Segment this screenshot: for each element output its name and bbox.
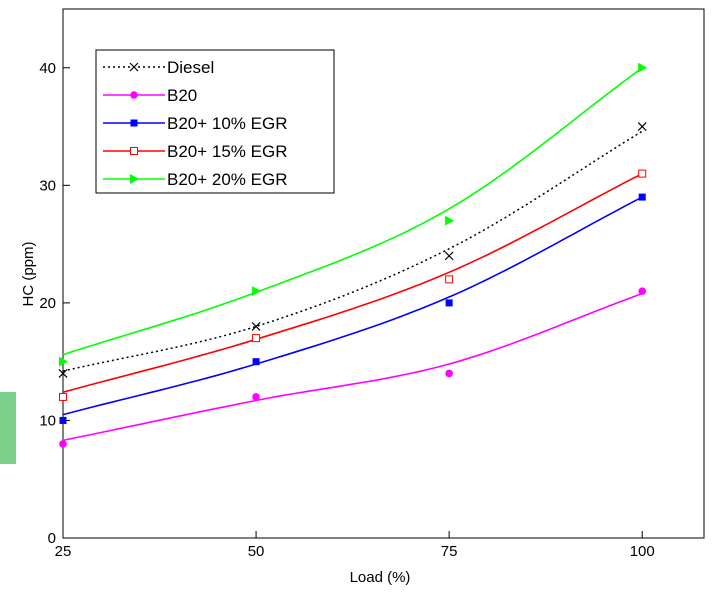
legend-label: B20+ 10% EGR (167, 114, 288, 133)
legend-marker (129, 62, 139, 72)
data-point (58, 368, 68, 378)
x-tick-label: 75 (441, 543, 458, 560)
legend-label: B20+ 20% EGR (167, 170, 288, 189)
y-tick-label: 30 (39, 177, 56, 194)
data-point (444, 251, 454, 261)
legend: Diesel B20 B20+ 10% EGR B20+ 15% EGR B20+ 20… (95, 49, 335, 194)
data-point (445, 299, 453, 307)
x-tick-label: 25 (55, 543, 72, 560)
series-line (62, 172, 643, 393)
legend-marker (130, 147, 138, 155)
data-point (59, 440, 67, 448)
data-point (445, 369, 453, 378)
legend-marker (130, 119, 138, 127)
legend-label: B20 (167, 86, 197, 105)
legend-marker (130, 174, 139, 184)
data-point (445, 215, 455, 226)
series-line (62, 196, 643, 416)
y-tick-label: 10 (39, 412, 56, 429)
data-point (251, 321, 261, 331)
decorative-green-shape (0, 392, 16, 464)
y-tick-label: 20 (39, 295, 56, 312)
legend-label: B20+ 15% EGR (167, 142, 288, 161)
data-point (252, 286, 262, 297)
data-point (445, 275, 454, 284)
x-tick-label: 50 (248, 543, 265, 560)
data-point (638, 287, 647, 295)
y-axis-label: HC (ppm) (20, 241, 37, 306)
legend-label: Diesel (167, 58, 214, 77)
x-tick-label: 100 (630, 543, 655, 560)
data-point (59, 416, 67, 424)
data-point (638, 169, 647, 178)
data-point (59, 392, 67, 401)
data-point (637, 122, 647, 131)
data-point (638, 193, 646, 201)
data-point (252, 334, 261, 343)
series-line (62, 67, 643, 356)
data-point (59, 356, 68, 367)
x-axis-label: Load (%) (350, 569, 411, 586)
data-point (252, 393, 260, 401)
data-point (252, 358, 260, 366)
y-tick-label: 40 (39, 60, 56, 77)
series-line (62, 292, 643, 442)
legend-marker (130, 91, 138, 99)
data-point (638, 62, 648, 73)
y-tick-label: 0 (48, 530, 56, 547)
series-line (62, 130, 643, 372)
